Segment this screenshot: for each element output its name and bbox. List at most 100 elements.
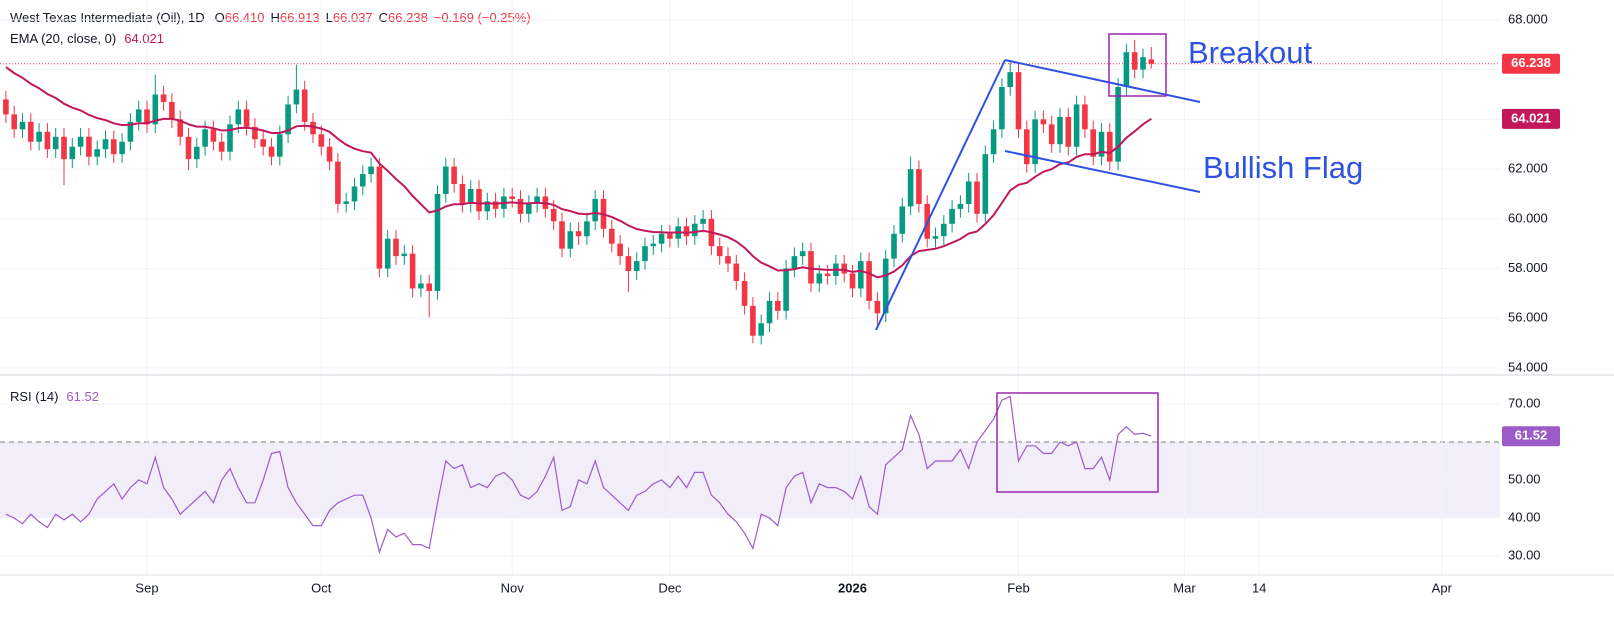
candle-body — [443, 166, 449, 194]
y-tick-label: 58.000 — [1508, 260, 1548, 275]
candle-body — [683, 226, 690, 237]
candle-body — [426, 283, 432, 291]
candle-body — [899, 206, 906, 234]
candle-body — [384, 238, 391, 269]
candle-body — [725, 256, 731, 264]
candle-body — [617, 243, 623, 257]
candle-body — [982, 154, 989, 214]
candle-body — [144, 109, 150, 125]
candle-body — [534, 196, 540, 204]
candle-body — [177, 119, 183, 137]
candle-body — [235, 109, 242, 125]
ohlc-key: L — [326, 10, 333, 25]
candle-body — [260, 139, 266, 147]
candle-body — [517, 198, 524, 214]
candle-body — [135, 109, 142, 122]
rsi-tick-label: 30.00 — [1508, 547, 1541, 562]
candle-body — [891, 233, 897, 259]
candle-body — [127, 121, 134, 142]
last-price-tag-bg — [1502, 53, 1560, 74]
candle-body — [1065, 116, 1072, 147]
ohlc-value: 66.913 — [280, 10, 320, 25]
candle-body — [484, 201, 491, 212]
candle-body — [393, 238, 399, 257]
candle-body — [343, 201, 349, 204]
candle-body — [775, 300, 781, 311]
candle-body — [575, 231, 582, 237]
candle-body — [202, 129, 208, 147]
candle-body — [185, 136, 192, 160]
ema-tag-bg — [1502, 108, 1560, 129]
ohlc-key: C — [379, 10, 388, 25]
candle-body — [866, 261, 872, 301]
candle-body — [1057, 116, 1063, 145]
candle-body — [783, 268, 789, 311]
candle-body — [335, 161, 341, 204]
candle-body — [1140, 57, 1146, 70]
candle-body — [974, 181, 980, 214]
y-tick-label: 56.000 — [1508, 310, 1548, 325]
symbol-name: West Texas Intermediate (Oil), 1D — [10, 10, 205, 25]
candle-body — [152, 94, 159, 125]
candle-body — [169, 101, 175, 120]
candle-body — [3, 99, 9, 115]
x-tick-label: Feb — [1007, 580, 1029, 595]
rsi-value: 61.52 — [66, 389, 99, 404]
x-tick-label: Apr — [1432, 580, 1453, 595]
x-tick-label: Nov — [501, 580, 525, 595]
candle-body — [1015, 72, 1022, 130]
candle-body — [584, 221, 590, 237]
candle-body — [907, 169, 914, 207]
candle-body — [285, 104, 291, 135]
candle-body — [252, 126, 258, 140]
rsi-tick-label: 70.00 — [1508, 395, 1541, 410]
candle-body — [816, 273, 823, 284]
candle-body — [210, 129, 217, 142]
candle-body — [750, 305, 756, 336]
candle-body — [841, 263, 847, 274]
candle-body — [609, 228, 615, 244]
candle-body — [301, 89, 308, 122]
candle-body — [941, 223, 947, 237]
candle-body — [268, 146, 275, 157]
candle-body — [19, 121, 26, 130]
x-tick-label: Mar — [1173, 580, 1196, 595]
candle-body — [949, 208, 955, 224]
candle-body — [766, 300, 773, 324]
ohlc-key: O — [215, 10, 225, 25]
candle-body — [401, 253, 408, 257]
x-tick-label: 2026 — [838, 580, 867, 595]
candle-body — [509, 196, 515, 199]
symbol-legend: West Texas Intermediate (Oil), 1D O66.410… — [10, 10, 531, 25]
candle-body — [550, 208, 557, 222]
y-tick-label: 68.000 — [1508, 11, 1548, 26]
candle-body — [1107, 131, 1113, 162]
rsi-tick-label: 40.00 — [1508, 509, 1541, 524]
candle-body — [293, 89, 300, 105]
candle-body — [990, 129, 997, 155]
candle-body — [310, 121, 316, 135]
y-tick-label: 62.000 — [1508, 161, 1548, 176]
candle-body — [1123, 52, 1130, 88]
candle-body — [692, 223, 698, 237]
candle-body — [119, 141, 125, 155]
candle-body — [1007, 72, 1013, 88]
ohlc-value: 66.037 — [333, 10, 373, 25]
candle-body — [11, 114, 17, 130]
ohlc-value: 66.410 — [225, 10, 265, 25]
annotation: Bullish Flag — [1203, 150, 1363, 185]
rsi-tick-label: 50.00 — [1508, 471, 1541, 486]
x-tick-label: Oct — [311, 580, 332, 595]
candle-body — [799, 251, 806, 257]
last-price-tag: 66.238 — [1511, 55, 1551, 70]
pattern-drawings: Breakout Bullish Flag — [875, 33, 1363, 493]
candle-body — [351, 186, 358, 202]
candle-body — [592, 198, 598, 222]
candle-body — [69, 146, 76, 160]
candle-body — [376, 166, 383, 269]
candle-body — [277, 134, 283, 157]
candle-body — [28, 121, 34, 142]
candle-body — [1115, 87, 1121, 162]
candle-body — [957, 203, 964, 209]
